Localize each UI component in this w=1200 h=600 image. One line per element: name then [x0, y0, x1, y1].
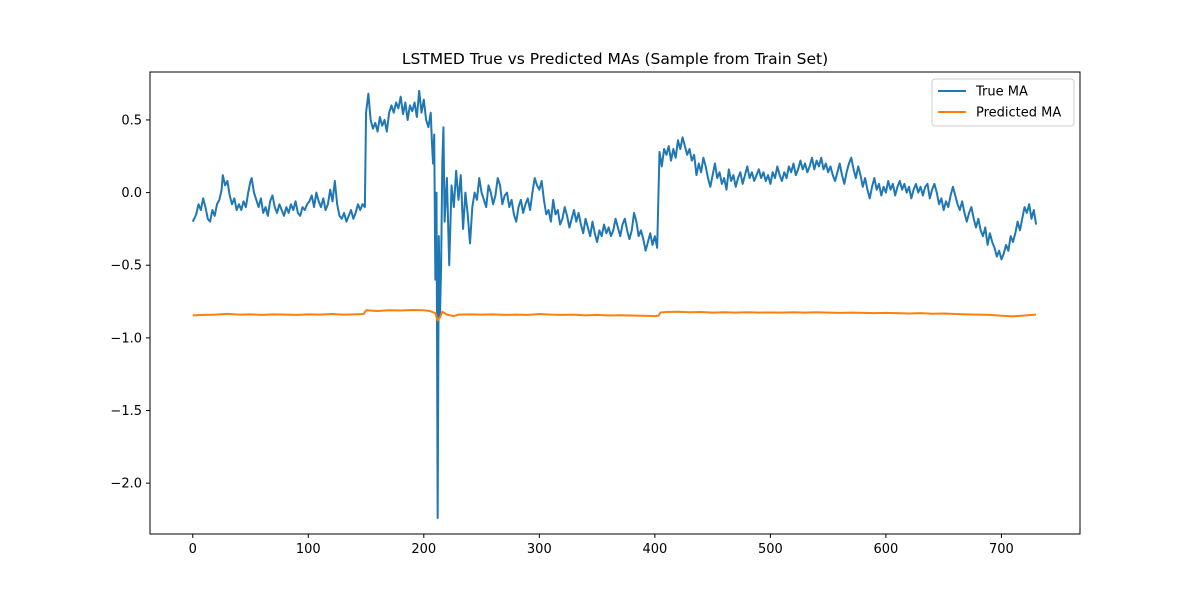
plot-area: [191, 89, 1038, 520]
x-tick-label: 500: [758, 542, 783, 557]
y-tick-label: −1.0: [110, 331, 142, 346]
x-tick-label: 100: [296, 542, 321, 557]
legend-box: [931, 78, 1075, 127]
y-tick-label: 0.0: [121, 186, 142, 201]
x-tick-label: 0: [189, 542, 197, 557]
y-tick-label: −2.0: [110, 477, 142, 492]
y-axis: 0.5 0.0 −0.5 −1.0 −1.5 −2.0: [110, 113, 150, 492]
series-line-0: [191, 89, 1038, 520]
x-axis: 0 100 200 300 400 500 600 700: [189, 534, 1014, 557]
plot-frame: [149, 71, 1081, 535]
series-line-1: [192, 308, 1037, 322]
x-tick-label: 700: [989, 542, 1014, 557]
x-tick-label: 200: [411, 542, 436, 557]
x-tick-label: 300: [527, 542, 552, 557]
y-tick-label: −0.5: [110, 259, 142, 274]
x-tick-label: 400: [642, 542, 667, 557]
legend-label-0: True MA: [975, 85, 1028, 100]
x-tick-label: 600: [873, 542, 898, 557]
legend-label-1: Predicted MA: [976, 106, 1061, 121]
y-tick-label: −1.5: [110, 404, 142, 419]
y-tick-label: 0.5: [121, 113, 142, 128]
legend: True MA Predicted MA: [931, 78, 1075, 127]
chart-title: LSTMED True vs Predicted MAs (Sample fro…: [402, 50, 828, 68]
